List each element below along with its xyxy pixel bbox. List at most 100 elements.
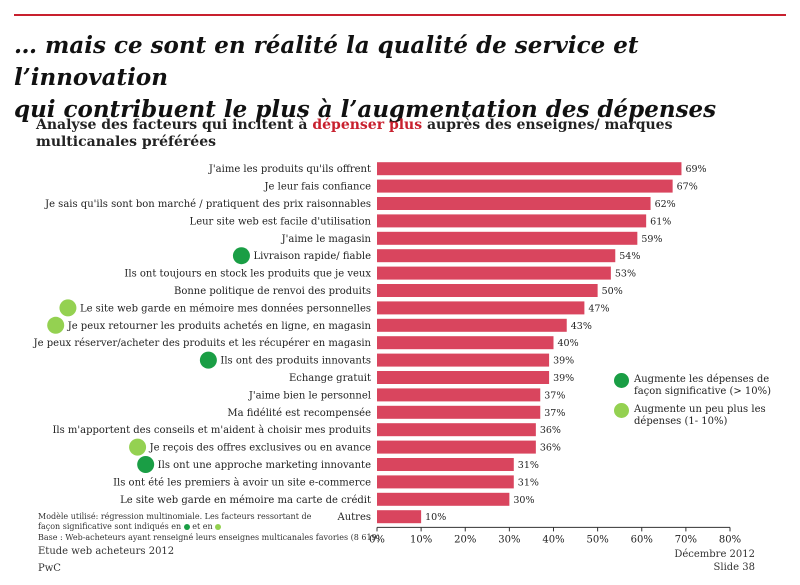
bar (377, 301, 585, 315)
note-text-before: façon significative sont indiqués en (38, 522, 182, 531)
category-label: Ma fidélité est recompensée (227, 408, 371, 419)
slide-title-line-2: qui contribuent le plus à l’augmentation… (14, 96, 717, 123)
note-light-green-dot (215, 524, 222, 530)
x-tick-label: 40% (542, 534, 564, 545)
category-label: Le site web garde en mémoire mes données… (80, 303, 371, 314)
significant-marker-dark (137, 456, 155, 473)
slide-title-line-1: … mais ce sont en réalité la qualité de … (14, 32, 639, 91)
category-label: Ils ont été les premiers à avoir un site… (113, 477, 371, 488)
bar (377, 266, 611, 280)
note-text-mid: et en (192, 522, 213, 531)
bar (377, 371, 550, 384)
value-label: 37% (544, 390, 565, 401)
category-label: Je leur fais confiance (264, 182, 372, 193)
value-label: 36% (540, 443, 561, 454)
value-label: 43% (571, 321, 592, 332)
bar (377, 510, 422, 524)
category-label: Leur site web est facile d'utilisation (190, 216, 372, 227)
x-tick-label: 70% (675, 534, 697, 545)
value-label: 53% (615, 269, 636, 280)
bar (377, 336, 554, 350)
bar (377, 475, 514, 489)
value-label: 61% (650, 216, 671, 227)
category-label: Je sais qu'ils sont bon marché / pratiqu… (44, 199, 371, 210)
top-accent-line (14, 14, 786, 16)
category-label: Livraison rapide/ fiable (253, 251, 371, 262)
bar (377, 284, 598, 297)
value-label: 47% (588, 303, 609, 314)
legend-light-label: Augmente un peu plus les dépenses (1- 10… (634, 404, 766, 427)
category-label: Ils ont une approche marketing innovante (158, 460, 371, 471)
x-tick-label: 80% (719, 534, 741, 545)
significant-marker-dark (199, 351, 217, 369)
footer-date: Décembre 2012 (674, 549, 755, 560)
bar (377, 405, 541, 419)
category-label: Je peux retourner les produits achetés e… (67, 321, 372, 332)
subtitle-highlight: dépenser plus (312, 117, 423, 133)
category-label: Ils m'apportent des conseils et m'aident… (52, 425, 371, 436)
bar (377, 231, 638, 245)
value-label: 31% (518, 477, 539, 488)
value-label: 31% (518, 460, 539, 471)
significant-marker-light (129, 438, 147, 456)
value-label: 69% (685, 164, 706, 175)
legend-light-green-dot (614, 403, 629, 418)
category-label: Je peux réserver/acheter des produits et… (33, 338, 372, 349)
bar (377, 423, 536, 437)
methodology-note-line-1: Modèle utilisé: régression multinomiale.… (38, 512, 312, 521)
value-label: 30% (513, 495, 534, 506)
x-tick-label: 10% (410, 534, 432, 545)
bar (377, 492, 510, 506)
bar (377, 162, 682, 176)
chart-subtitle: Analyse des facteurs qui incitent à dépe… (36, 117, 736, 151)
value-label: 59% (641, 234, 662, 245)
x-tick-label: 50% (587, 534, 609, 545)
bar (377, 353, 550, 367)
x-tick-label: 20% (454, 534, 476, 545)
value-label: 10% (425, 512, 446, 523)
bar (377, 214, 647, 228)
note-dark-green-dot (183, 524, 190, 530)
significant-marker-light (59, 299, 77, 317)
bar (377, 318, 567, 332)
footer-slide: Slide 38 (713, 562, 755, 573)
bar (377, 458, 514, 471)
category-label: Bonne politique de renvoi des produits (174, 286, 371, 297)
value-label: 37% (544, 408, 565, 419)
footer-study: Etude web acheteurs 2012 (38, 546, 175, 557)
bar (377, 179, 673, 193)
x-tick-label: 30% (498, 534, 520, 545)
value-label: 54% (619, 251, 640, 262)
category-label: J'aime bien le personnel (248, 390, 371, 401)
category-label: Ils ont des produits innovants (220, 356, 371, 367)
bar (377, 388, 541, 402)
value-label: 39% (553, 373, 574, 384)
subtitle-text-end: auprès des enseignes/ marques multicanal… (36, 117, 673, 150)
base-note: Base : Web-acheteurs ayant renseigné leu… (38, 533, 380, 542)
methodology-note-line-2: façon significative sont indiqués en et … (38, 522, 222, 532)
x-tick-label: 60% (631, 534, 653, 545)
bar (377, 440, 536, 454)
x-tick-label: 0% (369, 534, 385, 545)
footer-company: PwC (38, 563, 61, 574)
category-label: Autres (336, 512, 371, 523)
category-label: J'aime le magasin (281, 234, 372, 245)
bar (377, 197, 651, 210)
slide-title: … mais ce sont en réalité la qualité de … (14, 30, 794, 126)
legend-dark-label: Augmente les dépenses de façon significa… (634, 374, 772, 397)
category-label: Je reçois des offres exclusives ou en av… (149, 443, 371, 454)
category-label: Echange gratuit (289, 373, 371, 384)
value-label: 50% (602, 286, 623, 297)
significant-marker-light (47, 316, 65, 334)
category-label: Le site web garde en mémoire ma carte de… (120, 495, 371, 506)
value-label: 39% (553, 356, 574, 367)
category-label: Ils ont toujours en stock les produits q… (124, 269, 371, 280)
value-label: 67% (677, 182, 698, 193)
value-label: 36% (540, 425, 561, 436)
legend-dark-green-dot (614, 373, 629, 388)
category-label: J'aime les produits qu'ils offrent (208, 164, 371, 175)
subtitle-text-start: Analyse des facteurs qui incitent à (36, 117, 313, 133)
value-label: 62% (655, 199, 676, 210)
bar (377, 249, 616, 263)
